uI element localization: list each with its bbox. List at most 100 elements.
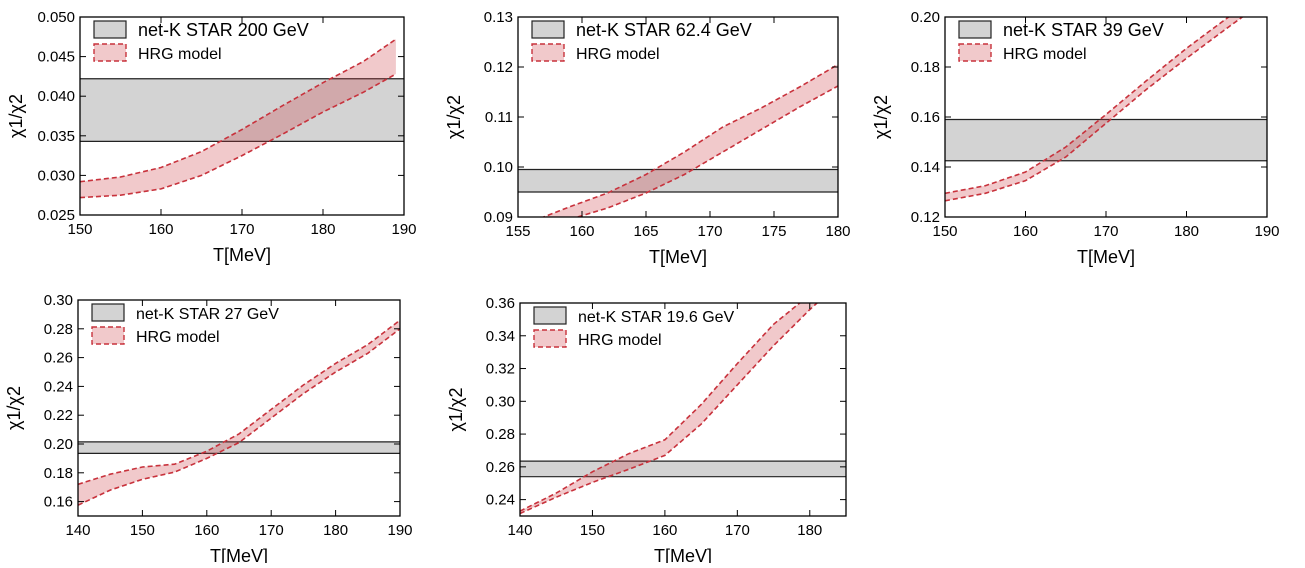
chart-svg-62gev: 155 160 165 170 175 180 0.09 0.10 0.11 0.12 0.13 T[… xyxy=(444,9,851,267)
x-axis-title: T[MeV] xyxy=(210,546,268,563)
x-tick-label: 140 xyxy=(507,522,532,539)
y-axis-title: χ1/χ2 xyxy=(446,388,466,432)
legend-hrg-label: HRG model xyxy=(1003,46,1087,63)
x-tick-label: 160 xyxy=(1013,223,1038,240)
y-tick-label: 0.030 xyxy=(37,167,75,184)
legend-hrg-swatch xyxy=(93,43,127,62)
x-tick-label: 150 xyxy=(580,522,605,539)
y-tick-label: 0.11 xyxy=(485,109,513,126)
legend-star-label: net-K STAR 19.6 GeV xyxy=(578,309,735,326)
x-tick-label: 180 xyxy=(825,223,850,240)
x-tick-label: 180 xyxy=(310,221,335,238)
y-tick-label: 0.26 xyxy=(44,350,73,367)
x-tick-label: 150 xyxy=(67,221,92,238)
hrg-upper-line xyxy=(80,38,397,183)
x-tick-label: 165 xyxy=(633,223,658,240)
x-tick-label: 180 xyxy=(797,522,822,539)
hrg-band xyxy=(80,39,396,198)
hrg-band xyxy=(520,303,818,514)
legend-hrg-swatch xyxy=(531,43,565,62)
star-band xyxy=(945,119,1267,161)
y-tick-label: 0.045 xyxy=(37,49,75,66)
hrg-upper-line xyxy=(78,319,400,486)
y-tick-label: 0.24 xyxy=(44,378,73,395)
x-tick-label: 160 xyxy=(569,223,594,240)
chart-svg-19gev: 140 150 160 170 180 0.24 0.26 0.28 0.30 0.32 0.34 0… xyxy=(446,295,847,566)
x-axis-title: T[MeV] xyxy=(649,247,707,267)
x-tick-label: 150 xyxy=(932,223,957,240)
x-tick-label: 180 xyxy=(1174,223,1199,240)
x-axis-title: T[MeV] xyxy=(1077,247,1135,267)
y-tick-label: 0.16 xyxy=(44,494,73,511)
y-tick-label: 0.14 xyxy=(911,159,940,176)
x-axis-title: T[MeV] xyxy=(654,546,712,563)
x-tick-label: 170 xyxy=(229,221,254,238)
legend-star-label: net-K STAR 39 GeV xyxy=(1003,20,1164,40)
legend-star-label: net-K STAR 27 GeV xyxy=(136,306,279,323)
hrg-upper-line xyxy=(945,17,1230,195)
y-tick-label: 0.025 xyxy=(37,207,75,224)
y-tick-label: 0.26 xyxy=(486,459,515,476)
star-band xyxy=(80,78,404,142)
y-tick-label: 0.035 xyxy=(37,128,75,145)
y-tick-label: 0.28 xyxy=(486,426,515,443)
x-tick-label: 140 xyxy=(65,522,90,539)
plot-area xyxy=(80,38,404,199)
hrg-lower-line xyxy=(78,328,400,506)
x-tick-label: 190 xyxy=(391,221,416,238)
y-tick-label: 0.22 xyxy=(44,407,73,424)
legend-hrg-swatch xyxy=(533,329,567,348)
chart-panel-19gev: 140 150 160 170 180 0.24 0.26 0.28 0.30 0.32 0.34 0… xyxy=(440,290,870,566)
hrg-upper-line xyxy=(541,63,838,217)
y-tick-label: 0.10 xyxy=(484,159,513,176)
y-tick-label: 0.12 xyxy=(484,59,513,76)
y-tick-label: 0.16 xyxy=(911,109,940,126)
chart-panel-200gev: 150 160 170 180 190 0.025 0.030 0.035 0.040 0.045… xyxy=(0,0,430,283)
y-tick-label: 0.12 xyxy=(911,209,940,226)
x-tick-label: 190 xyxy=(387,522,412,539)
hrg-upper-line xyxy=(520,303,802,512)
y-tick-label: 0.36 xyxy=(486,295,515,312)
chart-panel-39gev: 150 160 170 180 190 0.12 0.14 0.16 0.18 0.20 T[MeV… xyxy=(870,0,1305,283)
x-tick-label: 160 xyxy=(652,522,677,539)
x-tick-label: 150 xyxy=(130,522,155,539)
legend-hrg-swatch xyxy=(91,326,125,345)
hrg-band xyxy=(78,320,400,506)
legend-hrg-label: HRG model xyxy=(578,332,662,349)
chart-svg-200gev: 150 160 170 180 190 0.025 0.030 0.035 0.040 0.045… xyxy=(6,9,417,265)
hrg-lower-line xyxy=(80,73,397,199)
star-band xyxy=(520,461,846,477)
legend-hrg-label: HRG model xyxy=(138,46,222,63)
plot-area xyxy=(518,63,838,217)
legend-star-swatch xyxy=(531,20,565,39)
x-tick-label: 170 xyxy=(1093,223,1118,240)
x-tick-label: 170 xyxy=(725,522,750,539)
x-tick-label: 155 xyxy=(505,223,530,240)
y-tick-label: 0.040 xyxy=(37,88,75,105)
plot-area xyxy=(945,17,1267,202)
legend-star-swatch xyxy=(91,303,125,322)
chart-svg-39gev: 150 160 170 180 190 0.12 0.14 0.16 0.18 0.20 T[MeV… xyxy=(871,9,1280,267)
legend-star-label: net-K STAR 62.4 GeV xyxy=(576,20,752,40)
chart-panel-27gev: 140 150 160 170 180 190 0.16 0.18 0.20 0.22 0.24 0.… xyxy=(0,290,430,566)
y-axis-title: χ1/χ2 xyxy=(871,95,891,139)
y-tick-label: 0.28 xyxy=(44,321,73,338)
x-tick-label: 180 xyxy=(323,522,348,539)
y-tick-label: 0.30 xyxy=(486,393,515,410)
legend-hrg-swatch xyxy=(958,43,992,62)
y-tick-label: 0.13 xyxy=(484,9,513,26)
x-tick-label: 170 xyxy=(697,223,722,240)
legend-star-label: net-K STAR 200 GeV xyxy=(138,20,309,40)
y-tick-label: 0.34 xyxy=(486,328,515,345)
x-tick-label: 160 xyxy=(194,522,219,539)
chart-svg-27gev: 140 150 160 170 180 190 0.16 0.18 0.20 0.22 0.24 0.… xyxy=(4,292,413,566)
y-tick-label: 0.050 xyxy=(37,9,75,26)
y-tick-label: 0.30 xyxy=(44,292,73,309)
x-tick-label: 160 xyxy=(148,221,173,238)
x-axis-title: T[MeV] xyxy=(213,245,271,265)
y-axis-title: χ1/χ2 xyxy=(444,95,464,139)
x-tick-label: 190 xyxy=(1254,223,1279,240)
chart-panel-62gev: 155 160 165 170 175 180 0.09 0.10 0.11 0.12 0.13 T[… xyxy=(440,0,870,283)
hrg-lower-line xyxy=(520,303,819,515)
y-tick-label: 0.24 xyxy=(486,492,515,509)
